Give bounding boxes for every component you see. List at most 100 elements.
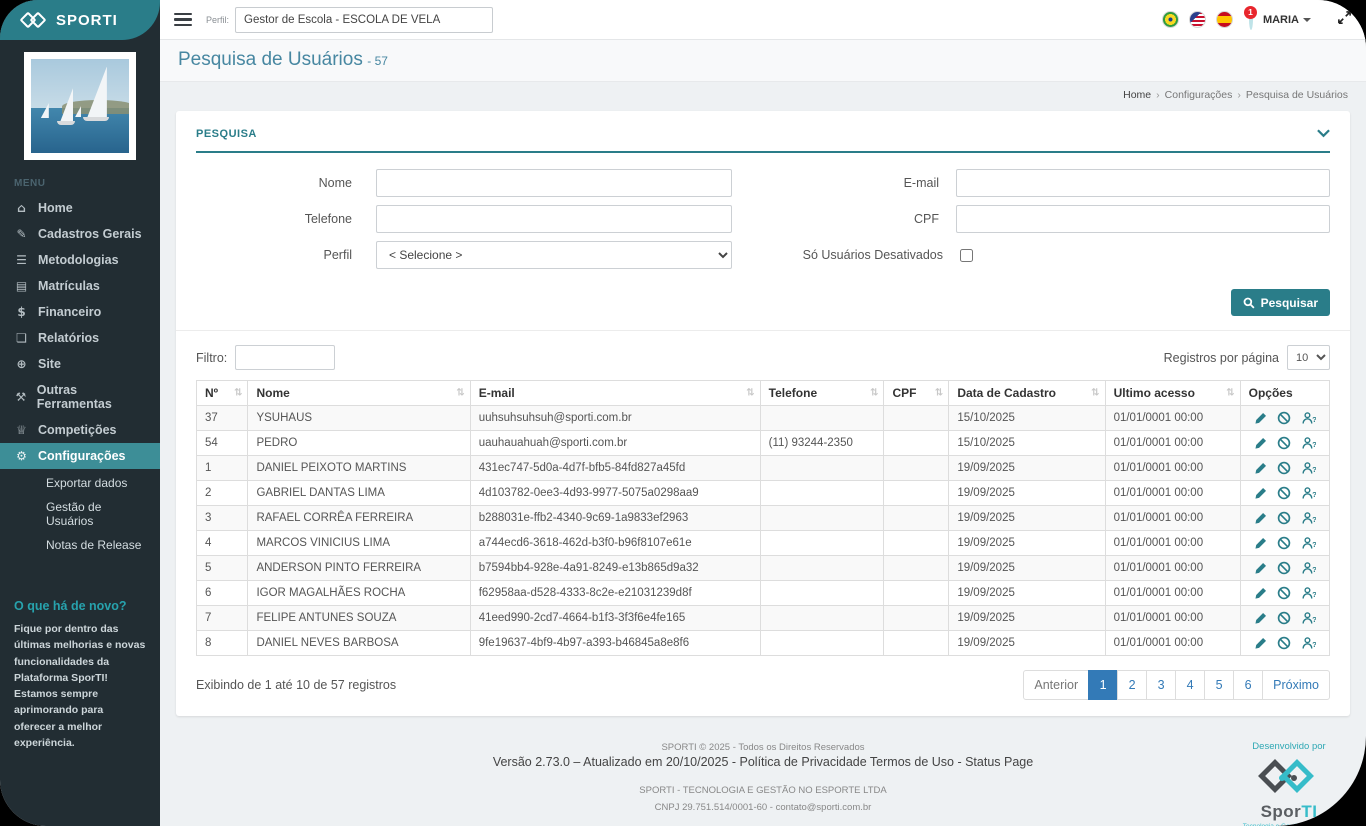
edit-user-button[interactable] <box>1254 612 1267 625</box>
pesquisar-button[interactable]: Pesquisar <box>1231 289 1330 316</box>
telefone-input[interactable] <box>376 205 732 233</box>
sidebar-item-matriculas[interactable]: ▤Matrículas <box>0 273 160 299</box>
edit-user-button[interactable] <box>1254 637 1267 650</box>
column-header-data-de-cadastro[interactable]: Data de Cadastro⇅ <box>949 381 1105 406</box>
edit-user-button[interactable] <box>1254 512 1267 525</box>
sidebar-item-metodologias[interactable]: ☰Metodologias <box>0 247 160 273</box>
table-cell: 15/10/2025 <box>949 431 1105 456</box>
brazil-flag-icon[interactable] <box>1162 11 1179 28</box>
sporti-dev-logo-icon <box>1257 756 1321 802</box>
reset-user-button[interactable]: ? <box>1302 461 1316 475</box>
edit-icon: ✎ <box>14 227 29 241</box>
block-user-button[interactable] <box>1277 436 1291 450</box>
block-user-button[interactable] <box>1277 536 1291 550</box>
sidebar-item-competicoes[interactable]: ♕Competições <box>0 417 160 443</box>
search-panel-header[interactable]: PESQUISA <box>196 125 1330 153</box>
sidebar-item-financeiro[interactable]: $Financeiro <box>0 299 160 325</box>
email-input[interactable] <box>956 169 1330 197</box>
page-size-select[interactable]: 10 <box>1287 345 1330 370</box>
reset-user-button[interactable]: ? <box>1302 486 1316 500</box>
pagination-page-3[interactable]: 3 <box>1146 670 1176 700</box>
cpf-input[interactable] <box>956 205 1330 233</box>
breadcrumb-configuracoes[interactable]: Configurações <box>1165 89 1233 101</box>
notification-badge[interactable]: 1 <box>1244 6 1257 19</box>
version-line[interactable]: Versão 2.73.0 – Atualizado em 20/10/2025… <box>160 755 1366 769</box>
user-menu[interactable]: MARIA <box>1263 14 1311 26</box>
sidebar-subitem-notas-de-release[interactable]: Notas de Release <box>0 533 160 557</box>
reset-user-button[interactable]: ? <box>1302 561 1316 575</box>
block-user-button[interactable] <box>1277 511 1291 525</box>
block-user-button[interactable] <box>1277 611 1291 625</box>
pagination-page-5[interactable]: 5 <box>1204 670 1234 700</box>
reset-user-button[interactable]: ? <box>1302 436 1316 450</box>
topbar: Perfil: 1 MARIA <box>160 0 1366 40</box>
column-header-nome[interactable]: Nome⇅ <box>248 381 470 406</box>
collapse-chevron-icon[interactable] <box>1317 125 1330 143</box>
column-header-ultimo-acesso[interactable]: Ultimo acesso⇅ <box>1105 381 1240 406</box>
brand-header[interactable]: SPORTI <box>0 0 160 40</box>
pagination-page-4[interactable]: 4 <box>1175 670 1205 700</box>
reset-user-button[interactable]: ? <box>1302 586 1316 600</box>
column-header-cpf[interactable]: CPF⇅ <box>884 381 949 406</box>
edit-user-button[interactable] <box>1254 587 1267 600</box>
usa-flag-icon[interactable] <box>1189 11 1206 28</box>
reset-user-button[interactable]: ? <box>1302 511 1316 525</box>
sidebar-item-label: Financeiro <box>38 305 101 319</box>
reset-user-button[interactable]: ? <box>1302 411 1316 425</box>
nome-input[interactable] <box>376 169 732 197</box>
table-cell: MARCOS VINICIUS LIMA <box>248 531 470 556</box>
fullscreen-icon[interactable] <box>1337 10 1352 30</box>
edit-user-button[interactable] <box>1254 412 1267 425</box>
developer-badge: Desenvolvido por SporTI Tecnologia e Ges… <box>1234 741 1344 826</box>
edit-user-button[interactable] <box>1254 562 1267 575</box>
column-header-e-mail[interactable]: E-mail⇅ <box>470 381 760 406</box>
desativados-checkbox[interactable] <box>960 249 973 262</box>
sidebar-item-configuracoes[interactable]: ⚙Configurações <box>0 443 160 469</box>
table-cell: 19/09/2025 <box>949 631 1105 656</box>
sidebar-item-relatorios[interactable]: ❏Relatórios <box>0 325 160 351</box>
sidebar-item-site[interactable]: ⊕Site <box>0 351 160 377</box>
edit-user-button[interactable] <box>1254 487 1267 500</box>
sidebar-subitem-exportar-dados[interactable]: Exportar dados <box>0 471 160 495</box>
perfil-input[interactable] <box>235 7 493 33</box>
spain-flag-icon[interactable] <box>1216 11 1233 28</box>
developed-by-label: Desenvolvido por <box>1234 741 1344 752</box>
svg-text:?: ? <box>1312 565 1316 574</box>
pagination-page-2[interactable]: 2 <box>1117 670 1147 700</box>
block-user-button[interactable] <box>1277 461 1291 475</box>
breadcrumb-home[interactable]: Home <box>1123 89 1151 101</box>
edit-user-button[interactable] <box>1254 537 1267 550</box>
filtro-label: Filtro: <box>196 351 227 365</box>
sidebar-item-home[interactable]: ⌂Home <box>0 195 160 221</box>
edit-user-button[interactable] <box>1254 462 1267 475</box>
block-user-button[interactable] <box>1277 486 1291 500</box>
block-user-button[interactable] <box>1277 561 1291 575</box>
table-cell: 01/01/0001 00:00 <box>1105 631 1240 656</box>
block-user-button[interactable] <box>1277 586 1291 600</box>
pagination-next[interactable]: Próximo <box>1262 670 1330 700</box>
block-user-button[interactable] <box>1277 411 1291 425</box>
sidebar-item-cadastros-gerais[interactable]: ✎Cadastros Gerais <box>0 221 160 247</box>
sidebar-item-outras-ferramentas[interactable]: ⚒Outras Ferramentas <box>0 377 160 417</box>
sidebar-subitem-gestao-de-usuarios[interactable]: Gestão de Usuários <box>0 495 160 533</box>
pagination-previous[interactable]: Anterior <box>1023 670 1089 700</box>
perfil-select[interactable]: < Selecione > <box>376 241 732 269</box>
reset-user-button[interactable]: ? <box>1302 636 1316 650</box>
pagination-page-6[interactable]: 6 <box>1233 670 1263 700</box>
table-cell: 3 <box>197 506 248 531</box>
edit-user-button[interactable] <box>1254 437 1267 450</box>
column-header-telefone[interactable]: Telefone⇅ <box>760 381 884 406</box>
sidebar-menu: ⌂Home✎Cadastros Gerais☰Metodologias▤Matr… <box>0 195 160 561</box>
table-cell <box>884 581 949 606</box>
sort-icon: ⇅ <box>1226 388 1234 399</box>
column-header-n[interactable]: Nº⇅ <box>197 381 248 406</box>
reset-user-button[interactable]: ? <box>1302 536 1316 550</box>
breadcrumb-pesquisa-de-usuarios[interactable]: Pesquisa de Usuários <box>1246 89 1348 101</box>
pagination-page-1[interactable]: 1 <box>1088 670 1118 700</box>
reset-user-button[interactable]: ? <box>1302 611 1316 625</box>
filtro-input[interactable] <box>235 345 335 370</box>
dev-name: SporTI <box>1234 802 1344 822</box>
svg-text:?: ? <box>1312 490 1316 499</box>
block-user-button[interactable] <box>1277 636 1291 650</box>
hamburger-menu-icon[interactable] <box>174 10 192 30</box>
